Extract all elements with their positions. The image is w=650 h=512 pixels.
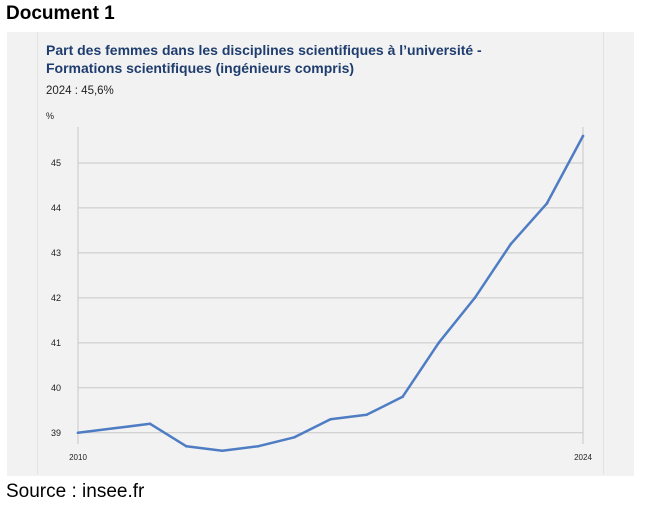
chart-title: Part des femmes dans les disciplines sci… — [46, 42, 482, 76]
panel-border-left — [37, 32, 38, 474]
y-tick-label-39: 39 — [51, 428, 61, 438]
data-point-2010 — [76, 431, 80, 435]
data-point-2013 — [184, 444, 188, 448]
data-point-2021 — [473, 296, 477, 300]
y-tick-label-44: 44 — [51, 203, 61, 213]
x-tick-label-2024: 2024 — [574, 453, 592, 462]
y-axis-unit-label: % — [46, 111, 55, 121]
data-point-2023 — [545, 202, 549, 205]
document-heading: Document 1 — [6, 3, 115, 24]
data-point-2018 — [365, 413, 368, 417]
data-point-2012 — [148, 422, 152, 426]
x-tick-label-2010: 2010 — [69, 453, 87, 462]
data-point-2024 — [581, 134, 585, 138]
panel-border-right — [603, 32, 604, 474]
data-point-2015 — [257, 444, 260, 448]
y-tick-label-42: 42 — [51, 293, 61, 303]
y-tick-label-41: 41 — [51, 338, 61, 348]
chart-panel: Part des femmes dans les disciplines sci… — [7, 32, 634, 476]
data-point-2014 — [220, 449, 224, 453]
data-point-2022 — [509, 242, 513, 246]
data-point-2016 — [293, 435, 296, 439]
y-tick-label-43: 43 — [51, 248, 61, 258]
data-point-2019 — [401, 395, 404, 399]
chart-subtitle: 2024 : 45,6% — [46, 85, 114, 97]
data-point-2017 — [329, 417, 332, 421]
source-caption: Source : insee.fr — [6, 481, 145, 502]
series-line-0 — [76, 134, 585, 452]
y-tick-label-45: 45 — [51, 158, 61, 168]
y-tick-label-40: 40 — [51, 383, 61, 393]
data-point-2011 — [112, 426, 116, 430]
line-chart: 39 40 41 42 43 44 45 2010 2024 — [51, 127, 592, 462]
data-point-2020 — [437, 341, 441, 345]
